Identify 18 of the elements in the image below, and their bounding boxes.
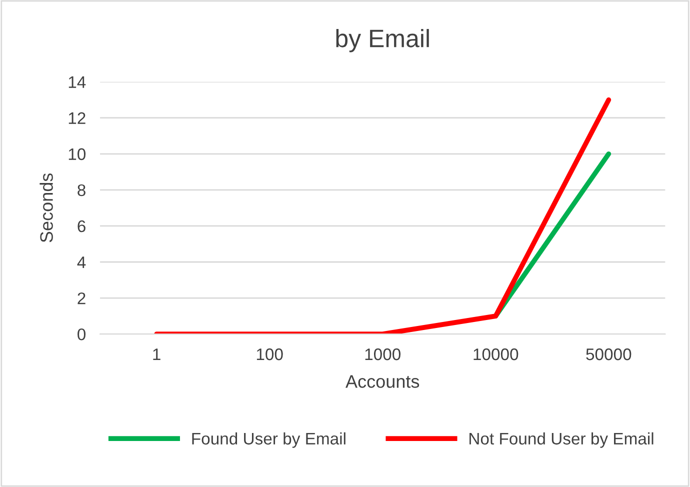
y-axis-title: Seconds bbox=[40, 173, 53, 242]
chart-title: by Email bbox=[336, 28, 429, 52]
y-tick-label: 14 bbox=[68, 76, 86, 88]
legend-label: Found User by Email bbox=[192, 432, 346, 448]
x-tick-label: 1 bbox=[153, 348, 160, 360]
y-tick-label: 8 bbox=[78, 184, 86, 196]
x-tick-label: 10000 bbox=[474, 348, 518, 360]
y-tick-label: 4 bbox=[77, 256, 86, 268]
x-tick-label: 1000 bbox=[365, 348, 400, 360]
x-tick-label: 100 bbox=[256, 348, 283, 360]
y-tick-label: 10 bbox=[68, 148, 86, 160]
y-tick-label: 12 bbox=[68, 112, 86, 124]
legend-label: Not Found User by Email bbox=[470, 432, 654, 448]
y-tick-label: 6 bbox=[78, 220, 86, 232]
x-tick-label: 50000 bbox=[586, 348, 632, 360]
y-tick-label: 2 bbox=[78, 292, 86, 304]
y-tick-label: 0 bbox=[78, 328, 86, 340]
x-axis-title: Accounts bbox=[346, 375, 420, 388]
